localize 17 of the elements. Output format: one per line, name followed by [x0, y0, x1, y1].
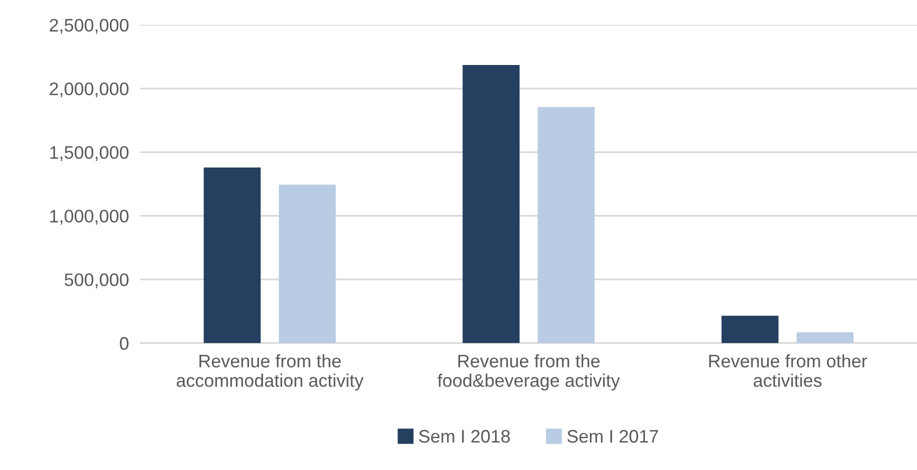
bar	[462, 65, 520, 344]
y-tick-label: 0	[120, 337, 128, 350]
bar	[538, 107, 595, 344]
x-tick-label: Revenue from the food&beverage activity	[438, 354, 620, 390]
legend-label: Sem I 2018	[419, 430, 510, 443]
y-tick-label: 1,000,000	[50, 210, 128, 225]
bar	[796, 332, 854, 344]
bar	[204, 167, 261, 344]
y-tick-label: 2,000,000	[50, 82, 128, 98]
bar	[278, 184, 336, 344]
y-tick-label: 500,000	[64, 273, 128, 288]
x-tick-label: Revenue from other activities	[709, 354, 868, 387]
x-tick-label: Revenue from the accommodation activity	[176, 354, 364, 390]
y-tick-label: 1,500,000	[50, 146, 128, 162]
y-tick-label: 2,500,000	[50, 18, 128, 34]
legend-label: Sem I 2017	[567, 430, 658, 443]
bar	[722, 316, 778, 344]
